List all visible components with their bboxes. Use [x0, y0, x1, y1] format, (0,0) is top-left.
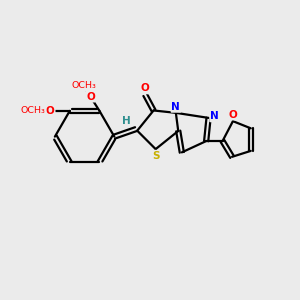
Text: O: O: [141, 83, 150, 94]
Text: N: N: [172, 102, 180, 112]
Text: O: O: [86, 92, 95, 102]
Text: O: O: [46, 106, 55, 116]
Text: OCH₃: OCH₃: [21, 106, 46, 116]
Text: S: S: [152, 151, 159, 160]
Text: OCH₃: OCH₃: [71, 81, 96, 90]
Text: H: H: [122, 116, 130, 126]
Text: O: O: [229, 110, 237, 120]
Text: N: N: [210, 111, 219, 122]
